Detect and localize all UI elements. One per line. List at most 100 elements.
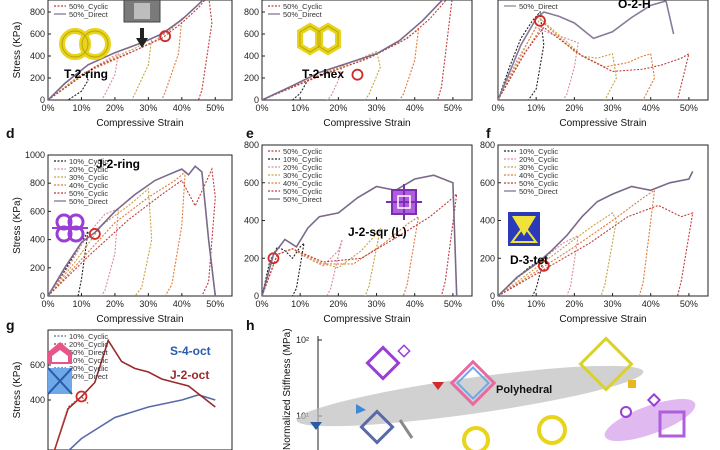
x-tick-label: 0%	[255, 103, 268, 113]
y-tick-label: 600	[480, 178, 495, 188]
panel-h-stiffness-chart: 10² 10¹ Normalized Stiffness (MPa) Polyh…	[282, 328, 696, 450]
x-tick-label: 30%	[139, 299, 157, 309]
failure-point-marker	[75, 390, 88, 403]
y-axis-label: Stress (KPa)	[12, 362, 23, 419]
series-line-50-direct	[498, 0, 675, 100]
legend-label: 40%_Cyclic	[283, 179, 322, 188]
series-line-20-cyclic	[498, 234, 579, 296]
x-tick-label: 20%	[106, 103, 124, 113]
h-ylabel: Normalized Stiffness (MPa)	[282, 328, 293, 450]
legend-label: 50%_Direct	[283, 10, 323, 19]
series-line-40-cyclic	[498, 189, 656, 296]
plot-frame	[47, 0, 233, 101]
plot-frame	[47, 154, 233, 297]
plot-frame	[261, 0, 473, 101]
y-tick-label: 600	[30, 206, 45, 216]
y-tick-label: 200	[244, 73, 259, 83]
y-tick-label: 0	[40, 95, 45, 105]
legend-label: 20%_Cyclic	[69, 364, 108, 373]
legend-label: 50%_Cyclic	[283, 187, 322, 196]
x-tick-label: 50%	[680, 103, 698, 113]
x-tick-label: 40%	[173, 103, 191, 113]
legend-label: 10%_Cyclic	[69, 157, 108, 166]
y-tick-label: 600	[244, 29, 259, 39]
x-tick-label: 10%	[527, 103, 545, 113]
y-tick-label: 200	[30, 263, 45, 273]
series-line-40-cyclic	[48, 17, 183, 100]
series-line-50-direct	[262, 0, 444, 100]
structure-title: J-2-ring	[96, 157, 140, 171]
y-tick-label: 800	[244, 7, 259, 17]
purple-cluster-ellipse	[604, 398, 696, 442]
y-tick-label: 800	[30, 178, 45, 188]
y-tick-label: 0	[254, 95, 259, 105]
x-axis-label: Compressive Strain	[559, 118, 646, 129]
series-group	[48, 0, 213, 100]
x-tick-label: 20%	[565, 103, 583, 113]
oct-structure-icon	[47, 342, 73, 395]
series-line-j-2-oct-50-direct	[53, 338, 216, 450]
x-tick-label: 50%	[680, 299, 698, 309]
series-line-50-direct	[498, 171, 694, 296]
y-tick-label: 400	[244, 216, 259, 226]
legend-label: 50%_Cyclic	[519, 179, 558, 188]
series-line-40-cyclic	[498, 22, 656, 100]
x-tick-label: 0%	[41, 299, 54, 309]
legend-label: 30%_Cyclic	[283, 171, 322, 180]
legend-label: 50%_Direct	[283, 195, 323, 204]
series-group	[498, 0, 690, 100]
y-tick-label: 400	[30, 395, 45, 405]
structure-title: J-2-sqr (L)	[348, 225, 407, 239]
panel-e-stress-strain-chart: 0% 10% 20% 30% 40% 50% Compressive Strain 0 200 4…	[244, 140, 473, 325]
series-group	[262, 174, 458, 296]
x-tick-label: 10%	[527, 299, 545, 309]
x-tick-label: 30%	[139, 103, 157, 113]
x-tick-label: 0%	[41, 103, 54, 113]
structure-title: T-2-ring	[64, 67, 108, 81]
panel-letter-h: h	[246, 317, 255, 333]
h-ytick-high: 10²	[296, 335, 309, 345]
panel-d-stress-strain-chart: 0% 10% 20% 30% 40% 50% Compressive Strain 0 200 4…	[12, 150, 233, 325]
panel-letter-d: d	[6, 125, 15, 141]
j-2-sqr-structure-icon	[386, 184, 422, 220]
series-line-40-cyclic	[48, 170, 186, 296]
series-line-50-direct	[48, 0, 205, 100]
x-axis-label: Compressive Strain	[323, 314, 410, 325]
x-tick-label: 50%	[206, 103, 224, 113]
panel-letter-g: g	[6, 317, 15, 333]
series-line-50-direct	[48, 165, 217, 296]
x-axis-label: Compressive Strain	[559, 314, 646, 325]
legend-group-title: J-2-oct	[170, 368, 209, 382]
series-line-50-cyclic	[498, 204, 694, 296]
t-2-ring-structure-icon	[59, 28, 111, 60]
failure-point-marker	[267, 252, 280, 265]
series-group	[262, 0, 453, 100]
x-tick-label: 10%	[291, 299, 309, 309]
x-tick-label: 0%	[491, 299, 504, 309]
structure-title: O-2-H	[618, 0, 651, 11]
legend-label: 50%_Direct	[519, 2, 559, 11]
legend-label: 20%_Cyclic	[519, 155, 558, 164]
failure-point-marker	[88, 228, 101, 240]
legend-label: 50%_Direct	[519, 187, 559, 196]
x-tick-label: 20%	[329, 103, 347, 113]
legend-label: 50%_Cyclic	[283, 2, 322, 11]
structure-title: T-2-hex	[302, 67, 344, 81]
legend-label: 50%_Cyclic	[69, 189, 108, 198]
y-tick-label: 600	[30, 360, 45, 370]
legend-label: 50%_Direct	[69, 10, 109, 19]
x-axis-label: Compressive Strain	[323, 118, 410, 129]
series-line-20-cyclic	[498, 26, 579, 100]
y-tick-label: 400	[30, 51, 45, 61]
legend-label: 10%_Cyclic	[69, 356, 108, 365]
t-2-hex-structure-icon	[297, 22, 341, 56]
x-tick-label: 20%	[329, 299, 347, 309]
panel-c-stress-strain-chart: 0% 10% 20% 30% 40% 50% Compressive Strain 50%_D…	[491, 0, 709, 129]
legend-label: 50%_Direct	[69, 197, 109, 206]
series-line-50-cyclic	[262, 192, 458, 296]
series-line-50-cyclic	[498, 26, 690, 100]
legend-label: 50%_Direct	[69, 348, 109, 357]
panel-f-stress-strain-chart: 0% 10% 20% 30% 40% 50% Compressive Strain 0 200 4…	[480, 140, 709, 325]
x-tick-label: 30%	[368, 103, 386, 113]
